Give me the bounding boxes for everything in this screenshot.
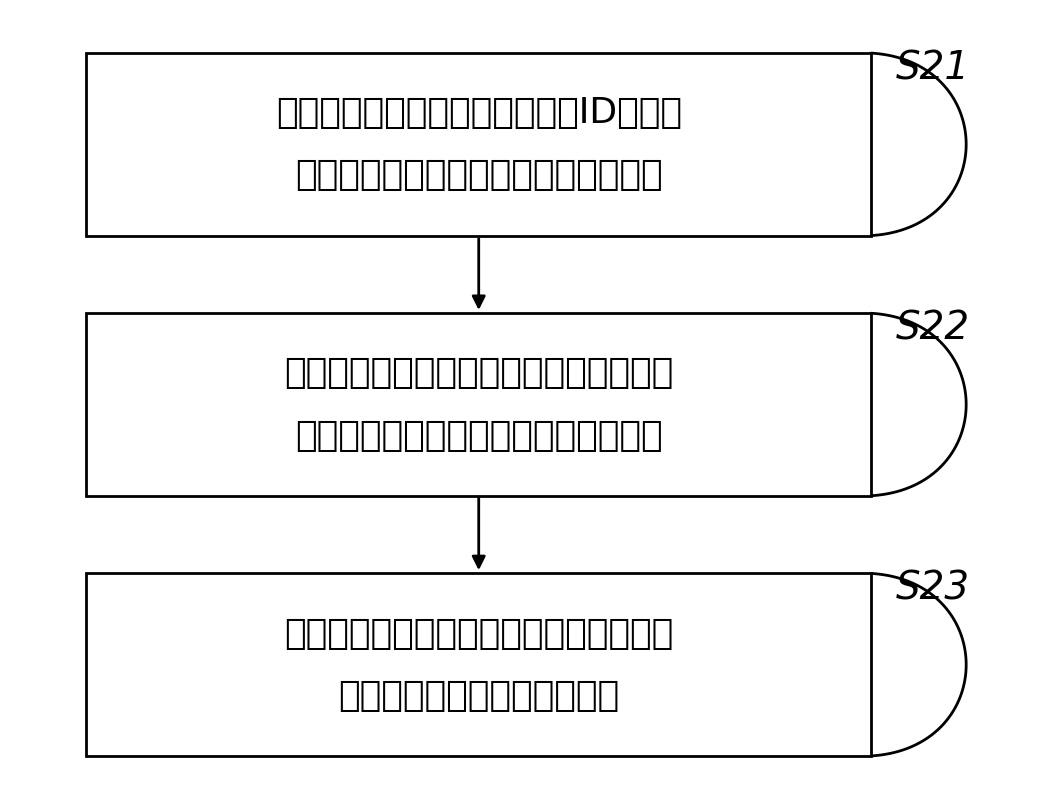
- Text: 根据所述标准链路类型数组集的数量和数: 根据所述标准链路类型数组集的数量和数: [284, 616, 674, 650]
- FancyBboxPatch shape: [86, 53, 871, 235]
- Text: 组，生成所述链路类型图例集: 组，生成所述链路类型图例集: [339, 679, 619, 713]
- Text: 在所述原始链路类型数组集内去除重复的: 在所述原始链路类型数组集内去除重复的: [284, 357, 674, 391]
- FancyBboxPatch shape: [86, 574, 871, 756]
- FancyBboxPatch shape: [86, 313, 871, 496]
- Text: S21: S21: [896, 49, 970, 87]
- Text: 链路类型数组得到原始链路类型数组集: 链路类型数组得到原始链路类型数组集: [294, 159, 662, 193]
- Text: S23: S23: [896, 570, 970, 608]
- Text: 链路类型数组得到标准链路类型数组集: 链路类型数组得到标准链路类型数组集: [294, 418, 662, 452]
- Text: 统计所述拓扑数据集内不同节点ID对应的: 统计所述拓扑数据集内不同节点ID对应的: [276, 96, 682, 130]
- Text: S22: S22: [896, 309, 970, 347]
